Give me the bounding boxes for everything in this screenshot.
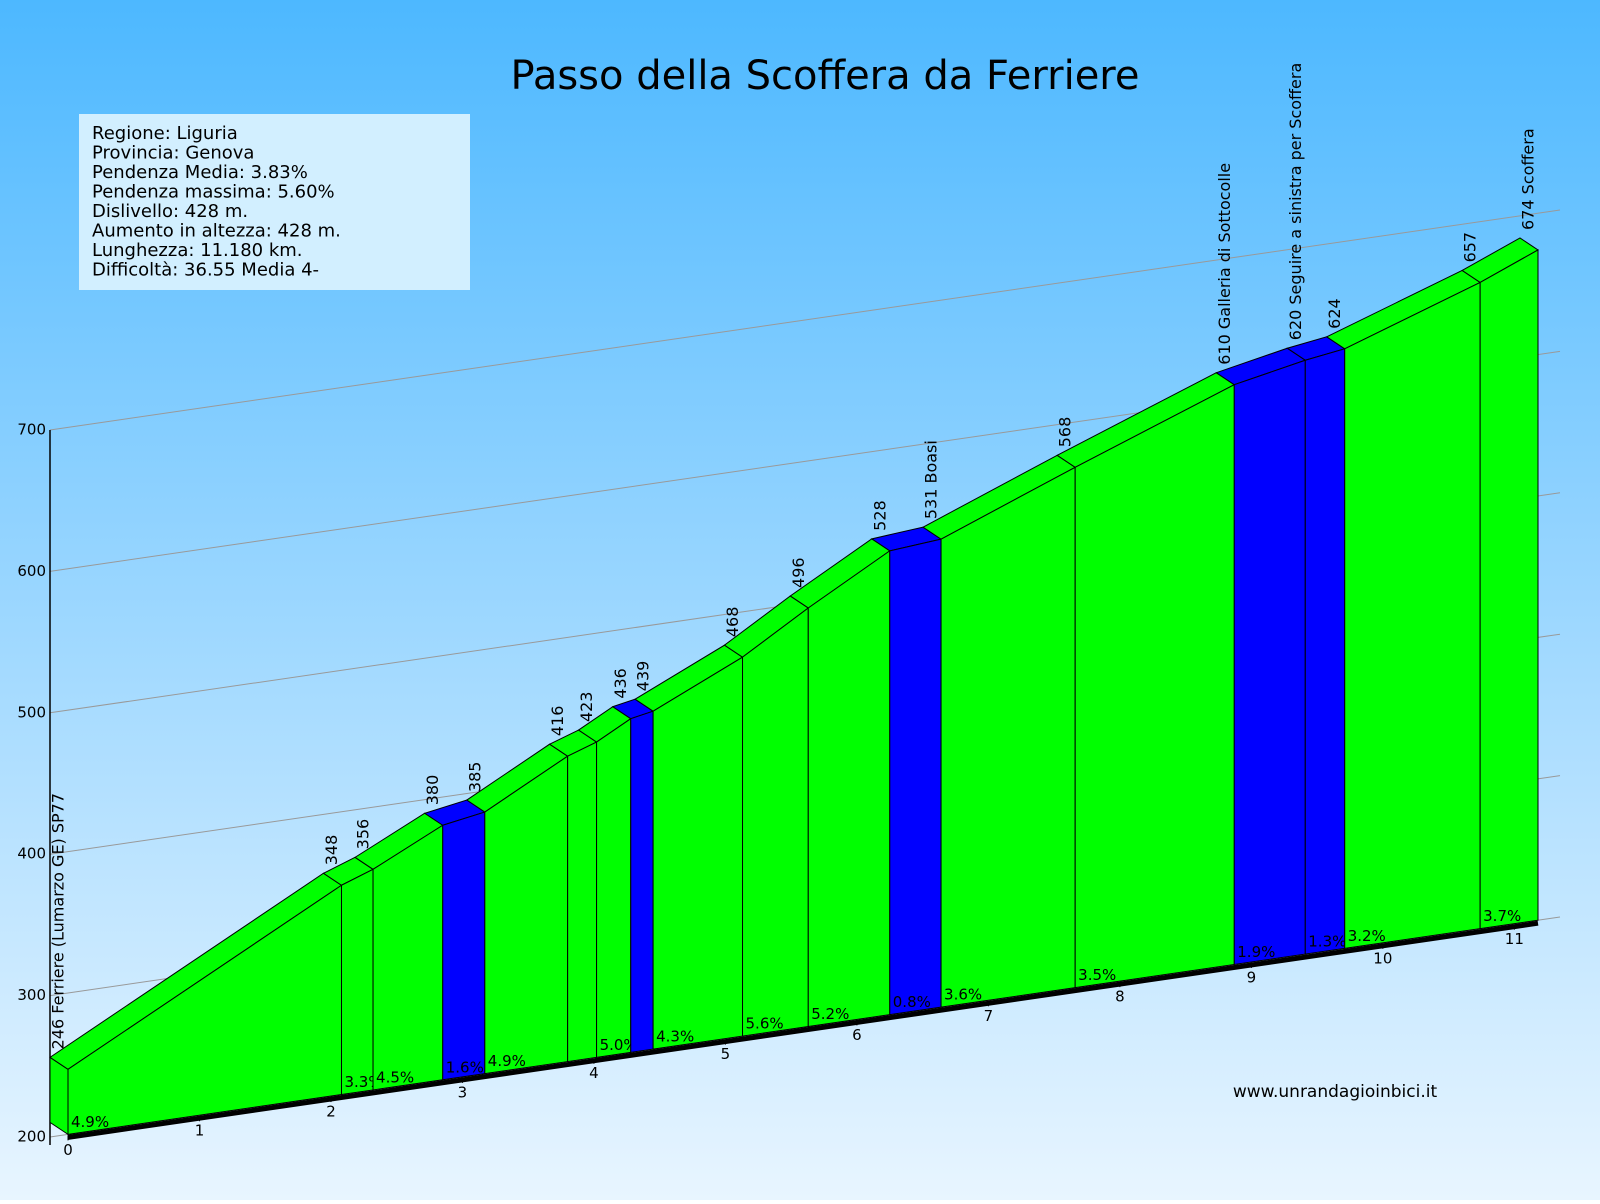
segment-face bbox=[567, 741, 598, 1063]
x-tick-label: 10 bbox=[1373, 949, 1392, 967]
info-line: Provincia: Genova bbox=[92, 143, 254, 164]
x-tick-label: 7 bbox=[984, 1007, 994, 1025]
point-label: 468 bbox=[723, 607, 742, 638]
segment-face bbox=[340, 868, 374, 1096]
point-label: 348 bbox=[322, 835, 341, 866]
point-label: 385 bbox=[465, 762, 484, 793]
x-tick-label: 2 bbox=[326, 1103, 336, 1121]
x-tick-label: 5 bbox=[721, 1045, 731, 1063]
point-label: 657 bbox=[1461, 232, 1480, 263]
point-label: 528 bbox=[870, 500, 889, 531]
segment-face bbox=[372, 824, 444, 1091]
grade-label: 4.5% bbox=[376, 1068, 414, 1086]
y-tick-label: 300 bbox=[17, 986, 46, 1004]
segment-face bbox=[630, 710, 654, 1053]
grade-label: 4.9% bbox=[71, 1113, 109, 1131]
y-tick-label: 500 bbox=[17, 703, 46, 721]
point-label: 496 bbox=[789, 557, 808, 588]
grade-label: 5.2% bbox=[811, 1005, 849, 1023]
grade-label: 1.6% bbox=[446, 1058, 484, 1076]
point-label: 674 Scoffera bbox=[1519, 128, 1538, 230]
segment-face bbox=[940, 466, 1076, 1008]
grade-label: 4.3% bbox=[656, 1028, 694, 1046]
grade-label: 4.9% bbox=[488, 1052, 526, 1070]
grade-label: 5.6% bbox=[746, 1015, 784, 1033]
segment-face bbox=[652, 656, 744, 1050]
y-tick-label: 600 bbox=[17, 562, 46, 580]
segment-face bbox=[1233, 359, 1306, 966]
point-label: 436 bbox=[611, 668, 630, 699]
point-label: 610 Galleria di Sottocolle bbox=[1215, 163, 1234, 365]
segment-face bbox=[596, 717, 632, 1058]
info-line: Difficoltà: 36.55 Media 4- bbox=[92, 260, 319, 281]
segment-face bbox=[1344, 281, 1481, 949]
x-tick-label: 9 bbox=[1247, 968, 1257, 986]
point-label: 423 bbox=[577, 691, 596, 722]
grade-label: 3.5% bbox=[1078, 966, 1116, 984]
point-label: 439 bbox=[634, 661, 653, 692]
x-tick-label: 1 bbox=[195, 1122, 205, 1140]
info-line: Lunghezza: 11.180 km. bbox=[92, 240, 303, 261]
x-tick-label: 8 bbox=[1115, 988, 1125, 1006]
y-tick-label: 400 bbox=[17, 845, 46, 863]
x-tick-label: 11 bbox=[1505, 930, 1524, 948]
point-label: 380 bbox=[423, 775, 442, 806]
grade-label: 5.0% bbox=[600, 1036, 638, 1054]
info-line: Dislivello: 428 m. bbox=[92, 201, 248, 222]
segment-face bbox=[1074, 383, 1235, 989]
chart-title: Passo della Scoffera da Ferriere bbox=[511, 53, 1140, 99]
grade-label: 0.8% bbox=[893, 993, 931, 1011]
info-line: Regione: Liguria bbox=[92, 123, 238, 144]
grade-label: 3.6% bbox=[944, 986, 982, 1004]
point-label: 620 Seguire a sinistra per Scoffera bbox=[1286, 63, 1305, 341]
watermark: www.unrandagioinbici.it bbox=[1233, 1082, 1438, 1102]
x-tick-label: 6 bbox=[852, 1026, 862, 1044]
grade-label: 3.2% bbox=[1348, 927, 1386, 945]
point-label: 356 bbox=[354, 819, 373, 850]
info-line: Pendenza Media: 3.83% bbox=[92, 162, 308, 183]
x-tick-label: 4 bbox=[589, 1064, 599, 1082]
info-line: Aumento in altezza: 428 m. bbox=[92, 221, 341, 242]
end-face bbox=[49, 1056, 69, 1136]
segment-face bbox=[889, 538, 942, 1016]
segment-face bbox=[484, 755, 569, 1075]
grid-line bbox=[49, 209, 1561, 431]
segment-face bbox=[807, 549, 891, 1028]
grade-label: 3.7% bbox=[1483, 907, 1521, 925]
segment-face bbox=[1304, 348, 1346, 955]
point-label: 246 Ferriere (Lumarzo GE) SP77 bbox=[49, 793, 68, 1049]
x-tick-label: 3 bbox=[458, 1083, 468, 1101]
info-box bbox=[79, 114, 470, 290]
point-label: 416 bbox=[548, 706, 567, 737]
grade-label: 1.3% bbox=[1308, 933, 1346, 951]
grade-label: 1.9% bbox=[1237, 943, 1275, 961]
y-tick-label: 700 bbox=[17, 421, 46, 439]
point-label: 624 bbox=[1325, 298, 1344, 329]
ground bbox=[67, 920, 1539, 1140]
info-line: Pendenza massima: 5.60% bbox=[92, 182, 335, 203]
segment-face bbox=[1479, 249, 1539, 930]
point-label: 568 bbox=[1056, 417, 1075, 448]
point-label: 531 Boasi bbox=[922, 440, 941, 519]
segment-face bbox=[742, 606, 809, 1037]
x-tick-label: 0 bbox=[63, 1141, 73, 1159]
y-tick-label: 200 bbox=[17, 1128, 46, 1146]
segment-face bbox=[442, 811, 486, 1081]
